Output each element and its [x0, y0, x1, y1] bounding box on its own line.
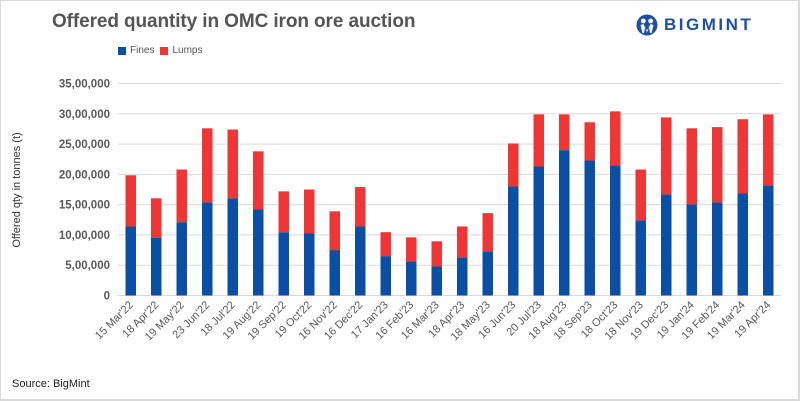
bar-lumps	[559, 114, 570, 151]
bar-fines	[457, 257, 468, 296]
y-tick-label: 20,00,000	[59, 169, 110, 181]
bar-fines	[737, 193, 748, 296]
bar-lumps	[635, 169, 646, 221]
y-tick-label: 0	[104, 291, 110, 303]
y-axis-ticks: 0 5,00,000 10,00,000 15,00,000 20,00,000 25,0…	[59, 79, 110, 303]
logo-text: BIGMINT	[664, 15, 754, 34]
bar-lumps	[278, 191, 289, 233]
legend-label-lumps: Lumps	[172, 45, 203, 56]
bar-fines	[635, 220, 646, 296]
bar-lumps	[125, 175, 136, 227]
legend-item-lumps: Lumps	[160, 45, 202, 56]
legend-item-fines: Fines	[118, 45, 154, 56]
bar-fines	[304, 233, 315, 296]
bar-lumps	[431, 241, 442, 267]
bar-lumps	[712, 127, 723, 203]
bar-lumps	[329, 211, 340, 251]
y-tick-label: 30,00,000	[59, 109, 110, 121]
bar-lumps	[202, 128, 213, 203]
bar-fines	[712, 202, 723, 296]
bar-lumps	[457, 226, 468, 258]
bars	[125, 111, 774, 296]
y-tick-label: 35,00,000	[59, 79, 110, 91]
bar-lumps	[508, 143, 519, 187]
y-tick-label: 25,00,000	[59, 139, 110, 151]
bar-fines	[686, 204, 697, 296]
bar-fines	[202, 202, 213, 296]
bar-lumps	[763, 114, 774, 186]
bar-fines	[151, 237, 162, 296]
bar-lumps	[584, 122, 595, 161]
legend-label-fines: Fines	[130, 45, 155, 56]
source-note: Source: BigMint	[12, 378, 90, 390]
bar-lumps	[661, 117, 672, 195]
bar-fines	[584, 160, 595, 296]
y-tick-label: 5,00,000	[65, 260, 110, 272]
bar-fines	[253, 209, 264, 296]
bar-lumps	[253, 151, 264, 210]
bar-fines	[431, 266, 442, 296]
bar-lumps	[686, 128, 697, 205]
legend-swatch-lumps	[160, 46, 169, 55]
bar-fines	[278, 232, 289, 296]
bar-fines	[661, 194, 672, 296]
bar-fines	[559, 150, 570, 296]
bar-fines	[763, 185, 774, 296]
bar-fines	[508, 186, 519, 296]
bar-fines	[610, 165, 621, 296]
bar-lumps	[406, 237, 417, 262]
chart-title: Offered quantity in OMC iron ore auction	[52, 11, 416, 32]
bar-fines	[227, 198, 238, 296]
bar-lumps	[227, 129, 238, 199]
bar-lumps	[533, 114, 544, 167]
bar-fines	[355, 226, 366, 296]
bar-fines	[176, 222, 187, 296]
grid-lines	[118, 83, 781, 296]
bar-lumps	[380, 232, 391, 257]
bigmint-people-icon	[636, 14, 658, 36]
bar-fines	[533, 166, 544, 296]
bigmint-logo: BIGMINT	[636, 14, 753, 36]
bar-lumps	[304, 189, 315, 234]
bar-lumps	[610, 111, 621, 166]
legend: Fines Lumps	[118, 45, 204, 56]
legend-swatch-fines	[118, 46, 126, 55]
bar-lumps	[176, 169, 187, 223]
bar-fines	[329, 250, 340, 296]
bar-lumps	[737, 119, 748, 194]
bar-lumps	[482, 213, 493, 252]
y-tick-label: 15,00,000	[59, 200, 110, 212]
bar-fines	[482, 251, 493, 296]
bar-lumps	[355, 187, 366, 227]
bar-lumps	[151, 198, 162, 238]
bar-fines	[125, 226, 136, 296]
bar-fines	[380, 256, 391, 296]
bar-fines	[406, 261, 417, 296]
y-tick-label: 10,00,000	[59, 230, 110, 242]
